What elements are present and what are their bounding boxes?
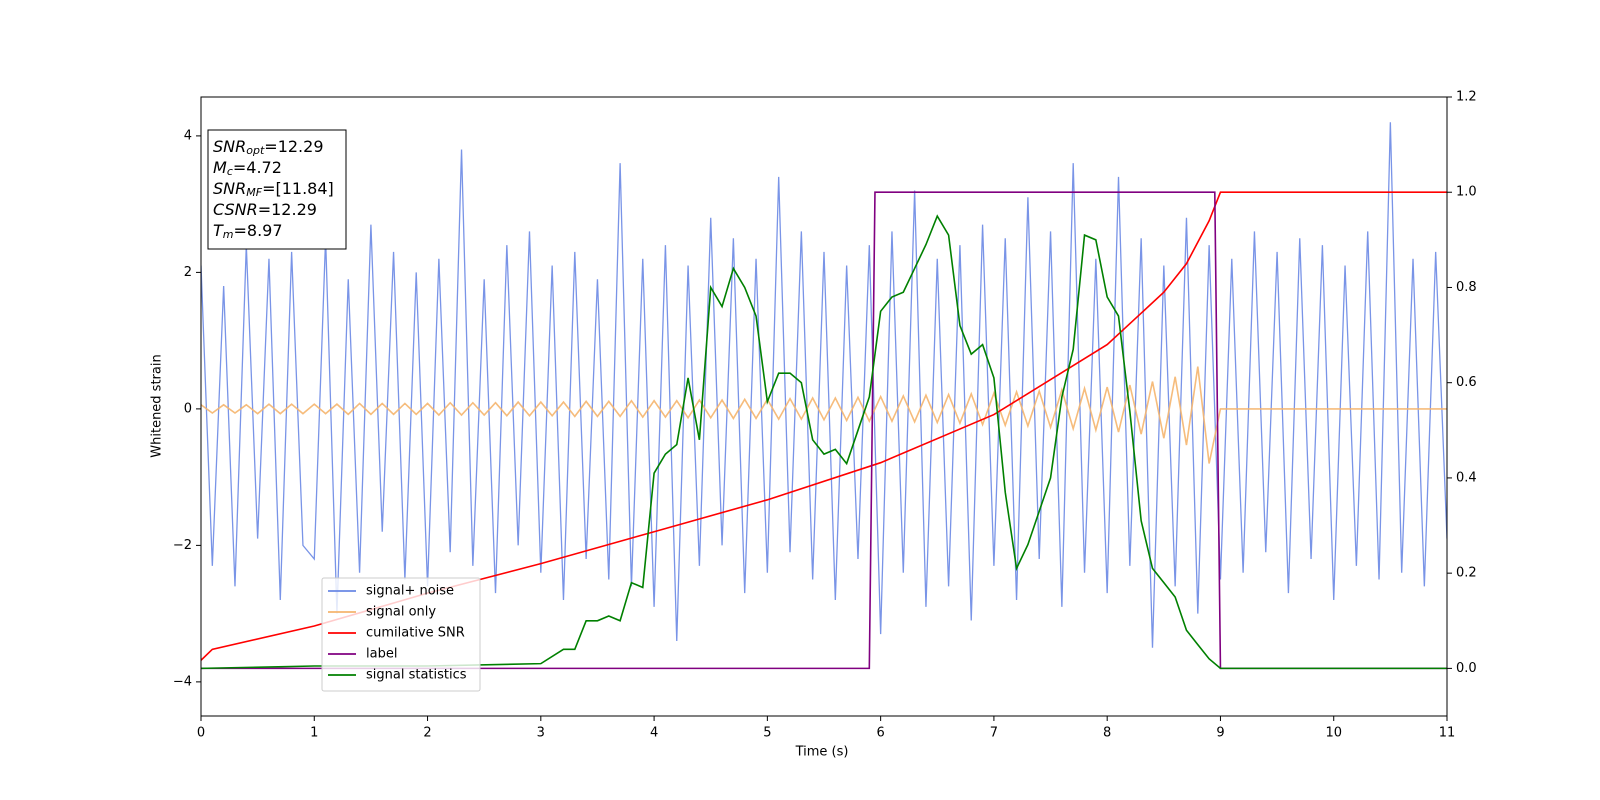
y2-tick-label: 0.4 — [1456, 470, 1477, 485]
annotation-line: Tm=8.97 — [213, 221, 283, 242]
annotation-base: CSNR — [213, 200, 258, 219]
y-tick-label: 2 — [184, 265, 192, 280]
y2-tick-label: 0.8 — [1456, 280, 1477, 295]
annotation-sub: opt — [246, 144, 265, 157]
y-tick-label: 0 — [184, 401, 192, 416]
annotation-sub: m — [223, 228, 234, 241]
x-tick-label: 8 — [1103, 726, 1111, 741]
annotation-text: =8.97 — [234, 221, 283, 240]
legend-box — [321, 577, 481, 692]
series-line — [201, 122, 1447, 648]
x-tick-label: 6 — [876, 726, 884, 741]
annotation-base: T — [213, 221, 224, 240]
annotation-base: M — [213, 158, 227, 177]
axes-frame — [200, 96, 1448, 717]
x-tick-label: 1 — [310, 726, 318, 741]
annotation-text: =12.29 — [264, 137, 323, 156]
x-tick-label: 2 — [423, 726, 431, 741]
annotation-text: =4.72 — [233, 158, 282, 177]
y-tick-label: −4 — [173, 674, 192, 689]
y2-tick-label: 0.0 — [1456, 661, 1477, 676]
y2-tick-label: 0.2 — [1456, 566, 1477, 581]
x-tick-label: 9 — [1216, 726, 1224, 741]
y2-tick-label: 1.2 — [1456, 90, 1477, 105]
legend-label: signal+ noise — [366, 584, 454, 599]
x-tick-label: 5 — [763, 726, 771, 741]
series-line — [201, 366, 1447, 464]
annotation-base: SNR — [213, 179, 246, 198]
x-tick-label: 11 — [1439, 726, 1456, 741]
annotation-sub: MF — [246, 186, 262, 199]
annotation-box — [207, 129, 347, 250]
annotation-line: Mc=4.72 — [213, 158, 282, 179]
annotation-sub: c — [227, 165, 233, 178]
y-tick-label: −2 — [173, 538, 192, 553]
annotation-text: =12.29 — [258, 200, 317, 219]
annotation-line: CSNR=12.29 — [213, 200, 317, 219]
annotation-line: SNRopt=12.29 — [213, 137, 324, 158]
legend-label: cumilative SNR — [366, 626, 465, 641]
y2-tick-label: 0.6 — [1456, 375, 1477, 390]
x-tick-label: 10 — [1325, 726, 1342, 741]
annotation: SNRopt=12.29Mc=4.72SNRMF=[11.84]CSNR=12.… — [207, 129, 347, 250]
x-tick-label: 7 — [990, 726, 998, 741]
series-line — [201, 214, 1447, 670]
x-axis-label: Time (s) — [795, 745, 849, 760]
annotation-text: =[11.84] — [262, 179, 334, 198]
x-tick-label: 0 — [197, 726, 205, 741]
x-tick-label: 3 — [537, 726, 545, 741]
x-tick-label: 4 — [650, 726, 658, 741]
legend-label: label — [366, 647, 397, 662]
legend: signal+ noise signal only cumilative SNR la… — [321, 577, 481, 692]
y-axis-label: Whitened strain — [150, 354, 165, 457]
annotation-base: SNR — [213, 137, 246, 156]
y-tick-label: 4 — [184, 128, 192, 143]
annotation-line: SNRMF=[11.84] — [213, 179, 334, 200]
legend-label: signal only — [366, 605, 436, 620]
legend-label: signal statistics — [366, 668, 467, 683]
y2-tick-label: 1.0 — [1456, 185, 1477, 200]
